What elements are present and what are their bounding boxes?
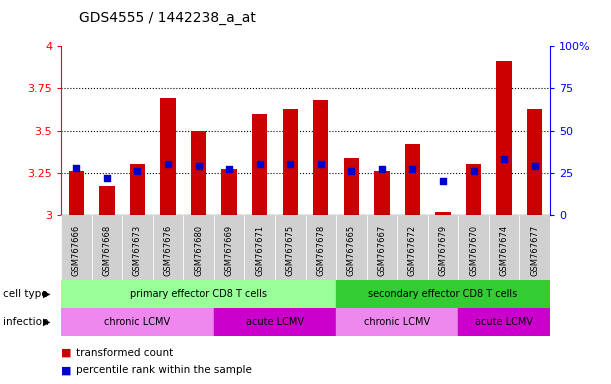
Bar [61,308,214,336]
Bar [153,215,183,280]
Text: GSM767665: GSM767665 [347,225,356,276]
Point [133,168,142,174]
Bar [458,215,489,280]
Text: percentile rank within the sample: percentile rank within the sample [76,365,252,375]
Text: GSM767679: GSM767679 [439,225,447,276]
Text: GSM767678: GSM767678 [316,225,325,276]
Bar [466,164,481,215]
Bar [519,215,550,280]
Point [499,156,509,162]
Text: GSM767666: GSM767666 [72,225,81,276]
Text: GSM767680: GSM767680 [194,225,203,276]
Text: GSM767673: GSM767673 [133,225,142,276]
Bar [183,215,214,280]
Point [102,175,112,181]
Point [346,168,356,174]
Text: GSM767677: GSM767677 [530,225,539,276]
Point [285,161,295,167]
Bar [61,280,336,308]
Text: ■: ■ [61,348,71,358]
Text: GSM767668: GSM767668 [103,225,111,276]
Bar [397,215,428,280]
Bar [61,215,92,280]
Text: GSM767675: GSM767675 [286,225,295,276]
Bar [496,61,511,215]
Text: GSM767676: GSM767676 [164,225,172,276]
Bar [214,215,244,280]
Point [163,161,173,167]
Text: ▶: ▶ [43,289,51,299]
Bar [306,215,336,280]
Point [255,161,265,167]
Text: secondary effector CD8 T cells: secondary effector CD8 T cells [368,289,518,299]
Point [438,178,448,184]
Text: GSM767672: GSM767672 [408,225,417,276]
Bar [458,308,550,336]
Bar [367,215,397,280]
Text: acute LCMV: acute LCMV [246,317,304,327]
Bar [313,100,329,215]
Bar [191,131,207,215]
Text: GSM767674: GSM767674 [500,225,508,276]
Point [224,166,234,172]
Point [469,168,478,174]
Bar [130,164,145,215]
Point [194,163,203,169]
Bar [374,171,390,215]
Text: primary effector CD8 T cells: primary effector CD8 T cells [130,289,267,299]
Text: GSM767667: GSM767667 [378,225,386,276]
Point [408,166,417,172]
Text: ▶: ▶ [43,317,51,327]
Text: GSM767669: GSM767669 [225,225,233,276]
Bar [214,308,336,336]
Text: chronic LCMV: chronic LCMV [364,317,430,327]
Bar [336,215,367,280]
Bar [99,186,115,215]
Bar [404,144,420,215]
Text: transformed count: transformed count [76,348,174,358]
Bar [68,171,84,215]
Text: ■: ■ [61,365,71,375]
Bar [92,215,122,280]
Bar [428,215,458,280]
Bar [252,114,268,215]
Text: GSM767670: GSM767670 [469,225,478,276]
Bar [489,215,519,280]
Bar [244,215,275,280]
Bar [527,109,543,215]
Bar [122,215,153,280]
Bar [336,280,550,308]
Text: GSM767671: GSM767671 [255,225,264,276]
Bar [221,169,237,215]
Point [530,163,540,169]
Bar [435,212,450,215]
Bar [343,157,359,215]
Text: infection: infection [3,317,49,327]
Bar [275,215,306,280]
Point [71,165,81,171]
Bar [160,98,176,215]
Text: chronic LCMV: chronic LCMV [104,317,170,327]
Bar [282,109,298,215]
Bar [336,308,458,336]
Text: cell type: cell type [3,289,48,299]
Point [316,161,326,167]
Point [377,166,387,172]
Text: GDS4555 / 1442238_a_at: GDS4555 / 1442238_a_at [79,11,256,25]
Text: acute LCMV: acute LCMV [475,317,533,327]
